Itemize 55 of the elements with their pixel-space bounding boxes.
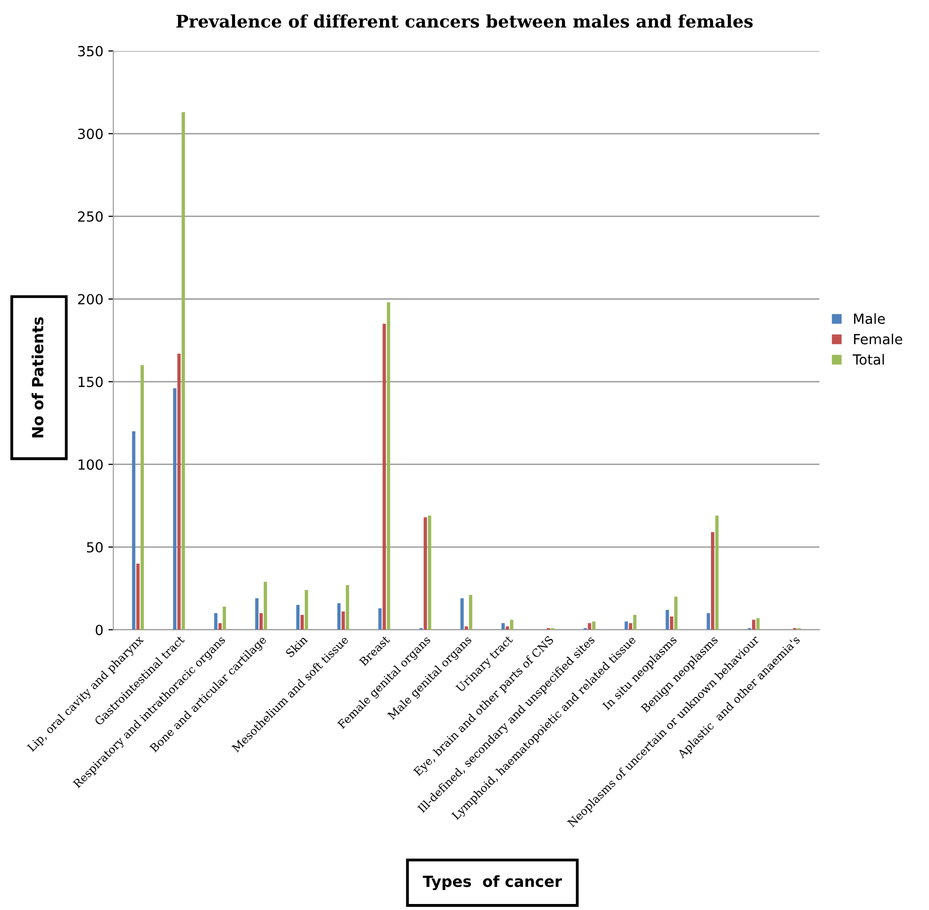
bar [756, 618, 760, 630]
y-tick-label: 50 [87, 542, 103, 553]
legend-label: Female [854, 334, 902, 344]
bar [140, 365, 144, 630]
y-tick-label: 150 [78, 376, 103, 388]
bar [624, 621, 628, 630]
y-tick-label: 250 [78, 211, 103, 222]
bar [259, 613, 263, 630]
bar [304, 590, 308, 630]
y-tick-label: 0 [96, 624, 103, 636]
bar [674, 596, 678, 630]
bar [706, 613, 710, 630]
bar [670, 616, 674, 630]
bar [510, 620, 514, 630]
bar [752, 620, 756, 630]
bar [222, 606, 226, 630]
bar [300, 614, 304, 630]
bar [588, 623, 592, 630]
bar [715, 516, 719, 630]
bar [296, 604, 300, 630]
bar [264, 582, 268, 630]
y-tick-label: 350 [78, 46, 103, 56]
bar [342, 612, 345, 630]
bar [136, 564, 140, 630]
chart-title: Prevalence of different cancers between males and females [176, 14, 753, 28]
bar [711, 532, 714, 630]
y-tick-label: 200 [78, 294, 103, 304]
bar [132, 431, 136, 630]
bar [460, 598, 464, 630]
bar [214, 613, 218, 630]
bar [386, 302, 390, 630]
bar [177, 354, 181, 630]
y-tick-label: 100 [78, 459, 103, 470]
bar [501, 623, 505, 630]
bar [468, 594, 472, 630]
legend-label: Male [854, 313, 885, 324]
bar [173, 388, 176, 630]
bar [378, 608, 382, 630]
bar [218, 623, 222, 630]
bar [382, 324, 386, 630]
x-axis-title: Types of cancer [422, 875, 562, 890]
bar [628, 623, 632, 630]
bar [255, 598, 258, 630]
bar [592, 621, 596, 630]
y-axis-title: No of Patients [32, 317, 44, 438]
legend-label: Total [852, 354, 884, 365]
bar [428, 516, 432, 630]
bar [424, 517, 427, 630]
bar [346, 585, 350, 630]
bar [464, 626, 468, 630]
bar [633, 614, 636, 630]
bar [182, 112, 185, 630]
y-tick-label: 300 [78, 128, 103, 140]
bar [337, 603, 341, 630]
bar [666, 610, 669, 630]
